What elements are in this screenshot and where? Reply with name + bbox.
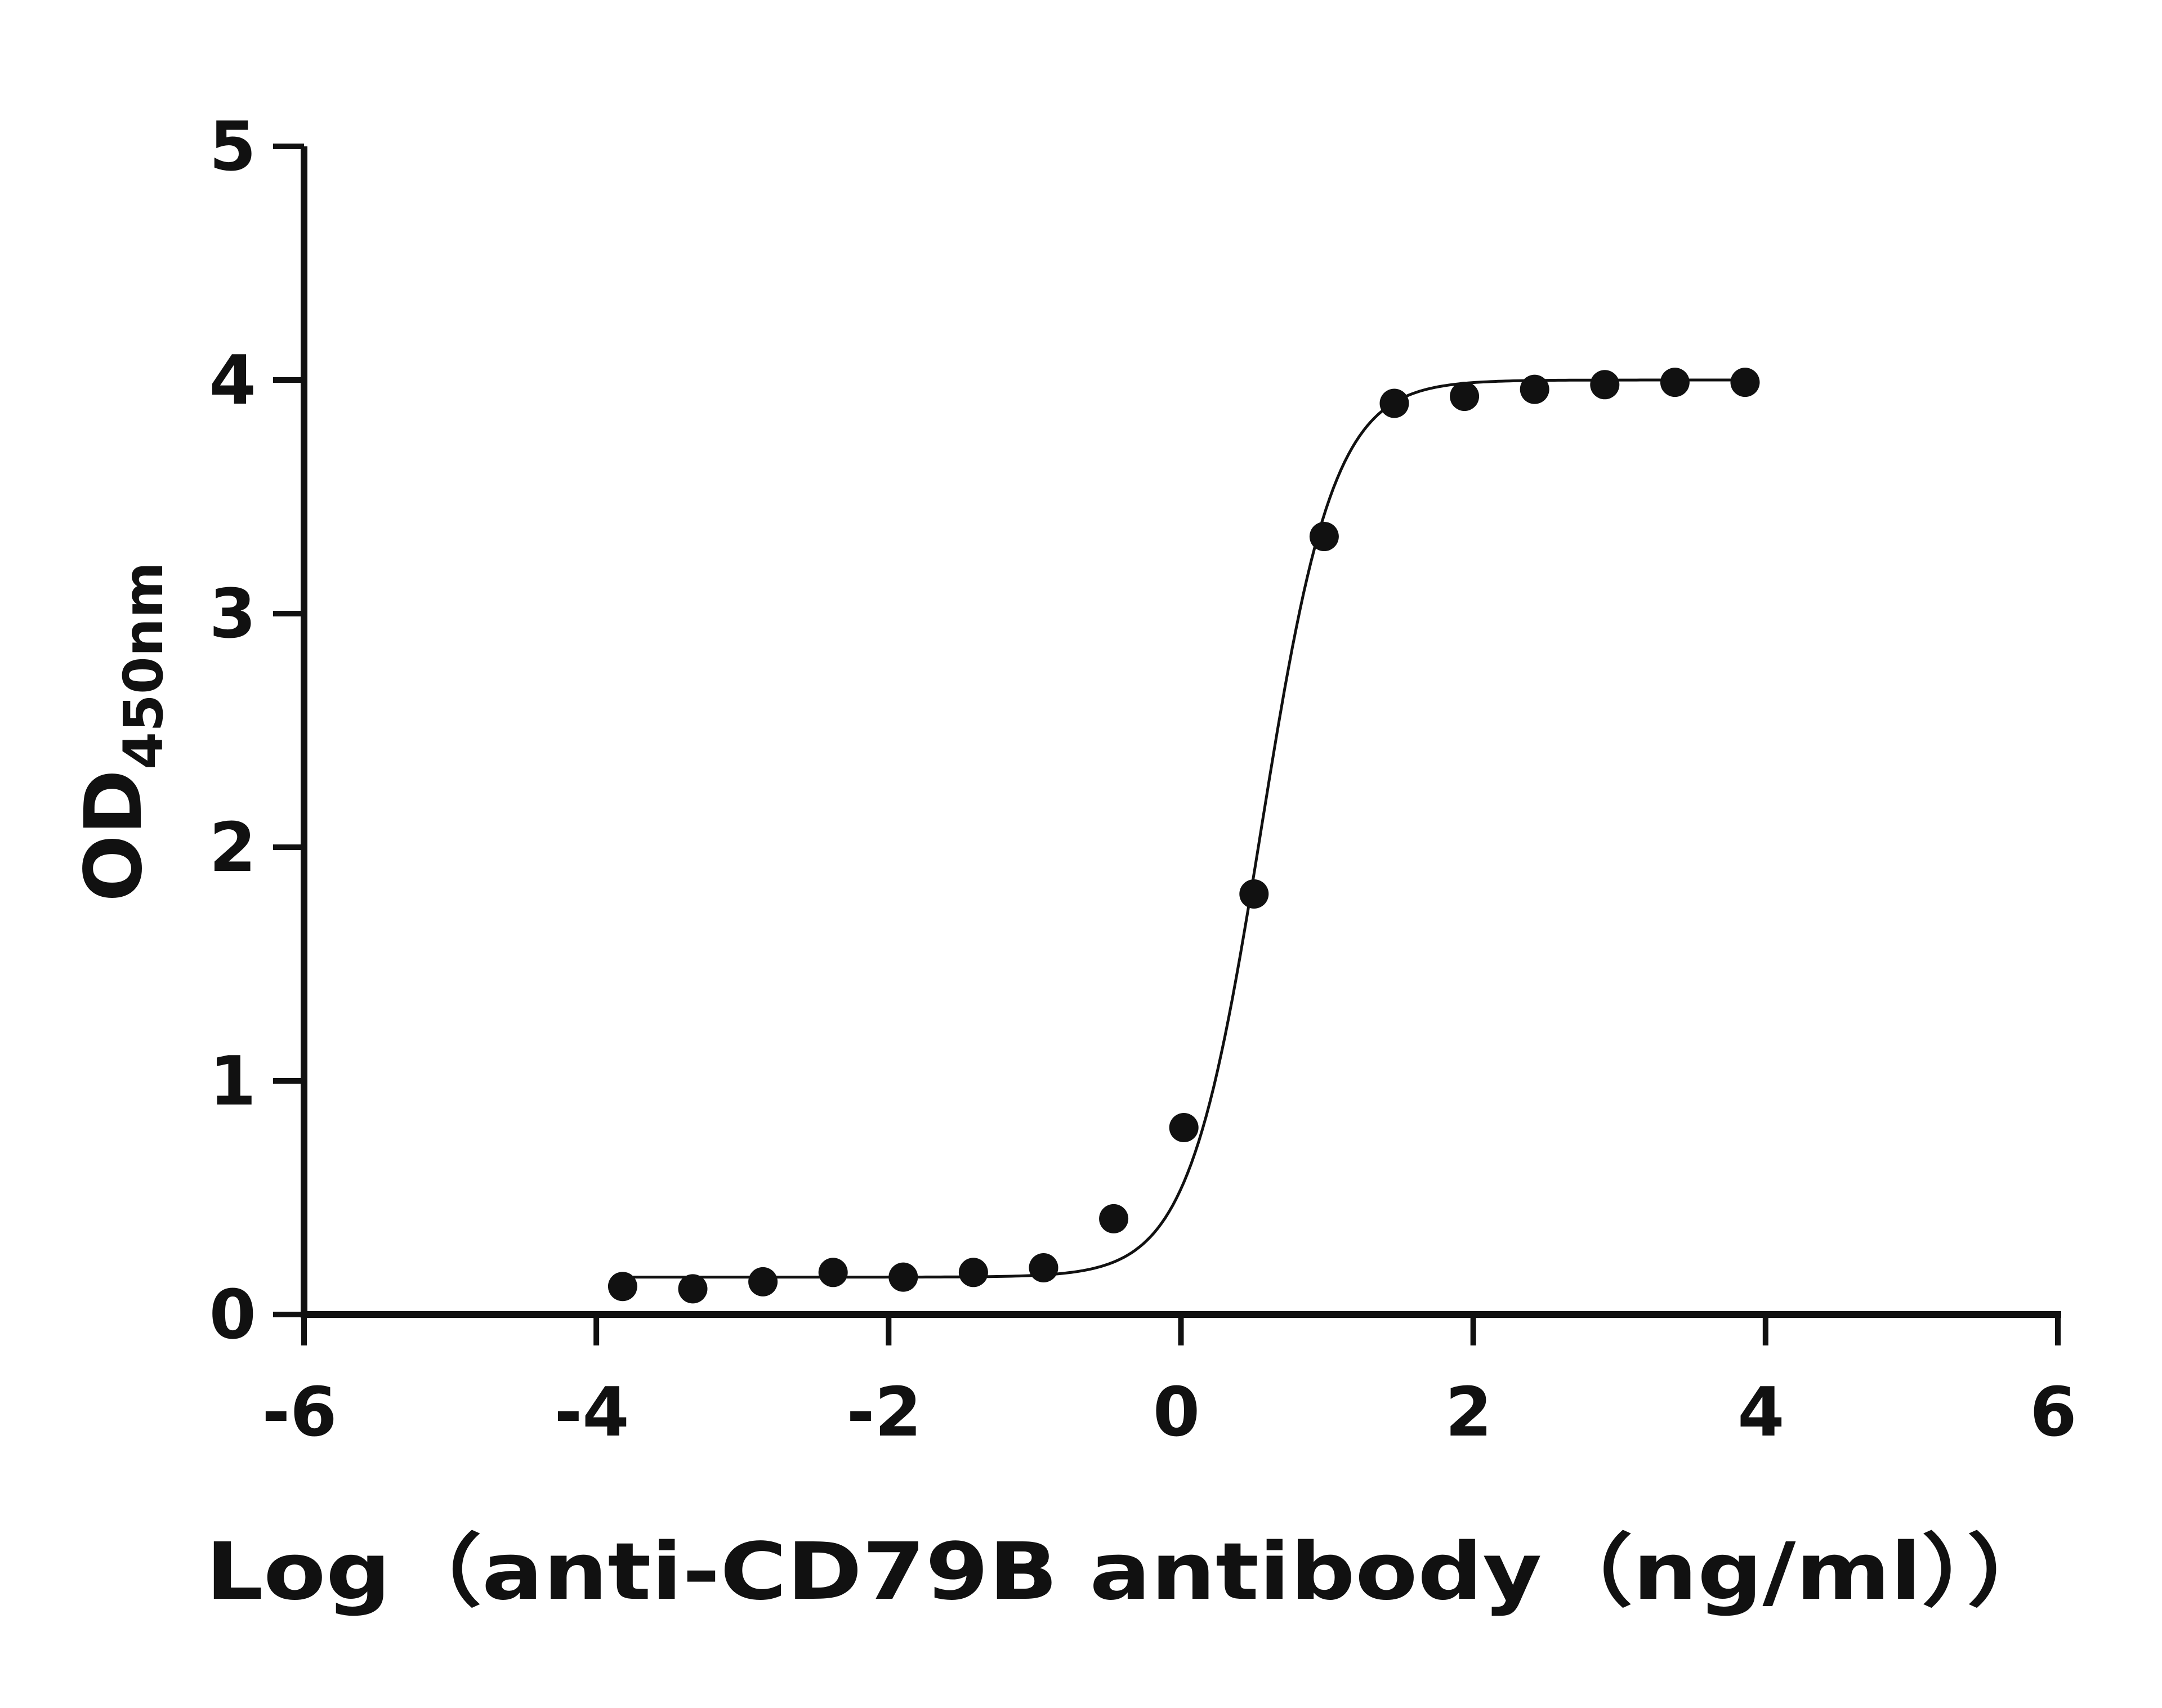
y-tick-label: 4: [209, 342, 257, 420]
data-point: [1099, 1204, 1129, 1233]
data-point: [1239, 879, 1269, 909]
data-point: [678, 1274, 708, 1304]
x-tick-label: 2: [1445, 1374, 1493, 1452]
data-point: [1169, 1113, 1199, 1142]
x-tick-label: 0: [1153, 1374, 1200, 1452]
x-tick-label: -4: [555, 1374, 629, 1452]
data-point: [1029, 1253, 1058, 1282]
data-point: [1379, 388, 1409, 418]
x-axis-title: Log（anti-CD79B antibody（ng/ml））: [206, 1526, 2058, 1618]
data-point: [888, 1262, 918, 1292]
data-point: [1309, 522, 1339, 552]
y-axis-ticks: 0 1 2 3 4 5: [209, 108, 304, 1354]
axes: [301, 146, 2061, 1318]
y-tick-label: 5: [209, 108, 257, 186]
y-tick-label: 3: [209, 575, 257, 654]
x-tick-label: -6: [262, 1374, 337, 1452]
y-axis-title-main: OD: [68, 770, 160, 902]
x-tick-label: 4: [1737, 1374, 1785, 1452]
x-tick-label: -2: [847, 1374, 922, 1452]
data-points: [607, 368, 1760, 1304]
data-point: [1660, 368, 1690, 397]
y-tick-label: 0: [209, 1276, 257, 1354]
y-tick-label: 2: [209, 809, 257, 887]
data-point: [1450, 382, 1480, 412]
y-axis-title-subscript: 450nm: [112, 562, 175, 770]
y-tick-label: 1: [209, 1043, 257, 1121]
data-point: [748, 1267, 778, 1296]
data-point: [1730, 368, 1760, 397]
data-point: [607, 1272, 637, 1302]
y-axis-title: OD450nm: [68, 562, 175, 902]
x-tick-label: 6: [2030, 1374, 2077, 1452]
fitted-curve: [622, 378, 1745, 1279]
data-point: [818, 1258, 848, 1287]
data-point: [1520, 374, 1549, 404]
data-point: [1590, 370, 1620, 400]
x-axis-ticks: -6 -4 -2 0 2 4 6: [262, 1314, 2077, 1452]
data-point: [958, 1258, 988, 1287]
